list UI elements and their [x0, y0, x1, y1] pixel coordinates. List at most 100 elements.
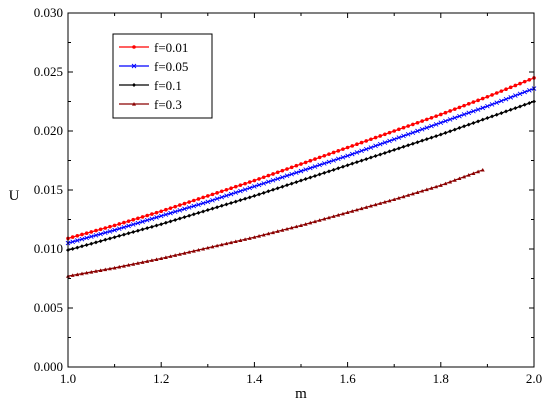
data-point	[387, 138, 392, 144]
data-point	[462, 103, 466, 108]
data-point	[396, 146, 401, 151]
x-tick-label: 1.8	[433, 371, 449, 386]
data-point	[70, 235, 75, 239]
data-point	[84, 235, 89, 241]
data-point	[140, 219, 145, 224]
data-point	[294, 224, 299, 229]
y-tick-label: 0.015	[34, 182, 63, 197]
data-point	[420, 119, 424, 123]
data-point	[206, 194, 210, 198]
data-point	[471, 120, 476, 125]
data-point	[378, 134, 383, 138]
data-point	[121, 232, 126, 237]
data-point	[102, 230, 108, 236]
data-point	[480, 105, 486, 111]
data-point	[299, 162, 303, 166]
data-point	[177, 207, 183, 213]
x-tick-label: 1.2	[153, 371, 169, 386]
data-point	[438, 120, 444, 126]
data-point	[364, 205, 369, 209]
data-point	[438, 183, 443, 187]
data-point	[326, 159, 332, 165]
data-point	[518, 81, 522, 86]
data-point	[98, 227, 103, 232]
data-point	[308, 158, 313, 163]
data-point	[285, 226, 290, 231]
data-point	[406, 124, 410, 128]
data-point	[191, 203, 197, 209]
data-point	[135, 220, 141, 226]
data-point	[275, 229, 280, 233]
data-point	[401, 133, 406, 139]
data-point	[107, 266, 112, 271]
data-point	[266, 189, 271, 194]
data-point	[439, 112, 443, 117]
data-point	[369, 137, 373, 142]
data-point	[196, 197, 201, 201]
data-point	[177, 252, 182, 256]
data-point	[224, 193, 229, 198]
data-point	[163, 212, 169, 217]
data-point	[350, 161, 355, 166]
data-point	[448, 179, 453, 184]
data-point	[280, 184, 285, 189]
data-point	[429, 123, 434, 129]
data-point	[243, 237, 248, 241]
data-point	[210, 197, 215, 203]
legend: f=0.01 f=0.05 f=0.1 f=0.3	[112, 33, 213, 119]
data-point	[410, 130, 416, 135]
data-point	[401, 125, 406, 130]
data-point	[471, 100, 476, 104]
data-point	[187, 213, 192, 218]
data-point	[518, 104, 523, 109]
data-point	[327, 152, 331, 156]
data-point	[317, 162, 322, 168]
data-point	[173, 217, 178, 222]
data-point	[70, 239, 75, 245]
data-point	[485, 103, 490, 109]
y-tick-label: 0.030	[34, 5, 63, 20]
data-point	[322, 170, 327, 175]
data-point	[331, 150, 336, 155]
data-point	[98, 231, 103, 237]
data-point	[503, 96, 509, 102]
y-tick-label: 0.005	[34, 300, 63, 315]
data-point	[289, 181, 294, 186]
data-point	[299, 223, 303, 227]
data-point	[424, 125, 430, 131]
data-point	[219, 242, 224, 247]
data-point	[345, 145, 350, 150]
data-point	[112, 235, 117, 240]
data-point	[93, 240, 98, 245]
data-point	[93, 232, 99, 238]
data-point	[154, 210, 159, 215]
data-point	[355, 142, 359, 147]
data-point	[256, 182, 262, 188]
legend-marker	[132, 45, 136, 49]
data-point	[331, 167, 336, 172]
data-point	[391, 136, 397, 142]
data-point	[84, 231, 89, 235]
data-point	[145, 226, 150, 231]
data-point	[387, 198, 392, 203]
data-point	[79, 236, 85, 242]
data-point	[466, 173, 471, 177]
data-point	[373, 135, 378, 140]
data-point	[499, 98, 504, 104]
data-point	[373, 143, 378, 149]
data-point	[434, 184, 439, 189]
data-point	[397, 127, 401, 132]
data-point	[308, 165, 313, 171]
x-axis-label: m	[295, 386, 307, 402]
data-point	[173, 204, 177, 209]
data-point	[322, 216, 327, 221]
data-point	[345, 210, 350, 215]
data-point	[429, 186, 434, 190]
data-point	[457, 125, 462, 130]
data-point	[494, 100, 500, 105]
data-point	[303, 222, 308, 226]
legend-marker	[131, 63, 137, 69]
data-point	[480, 167, 485, 172]
data-point	[336, 213, 341, 217]
